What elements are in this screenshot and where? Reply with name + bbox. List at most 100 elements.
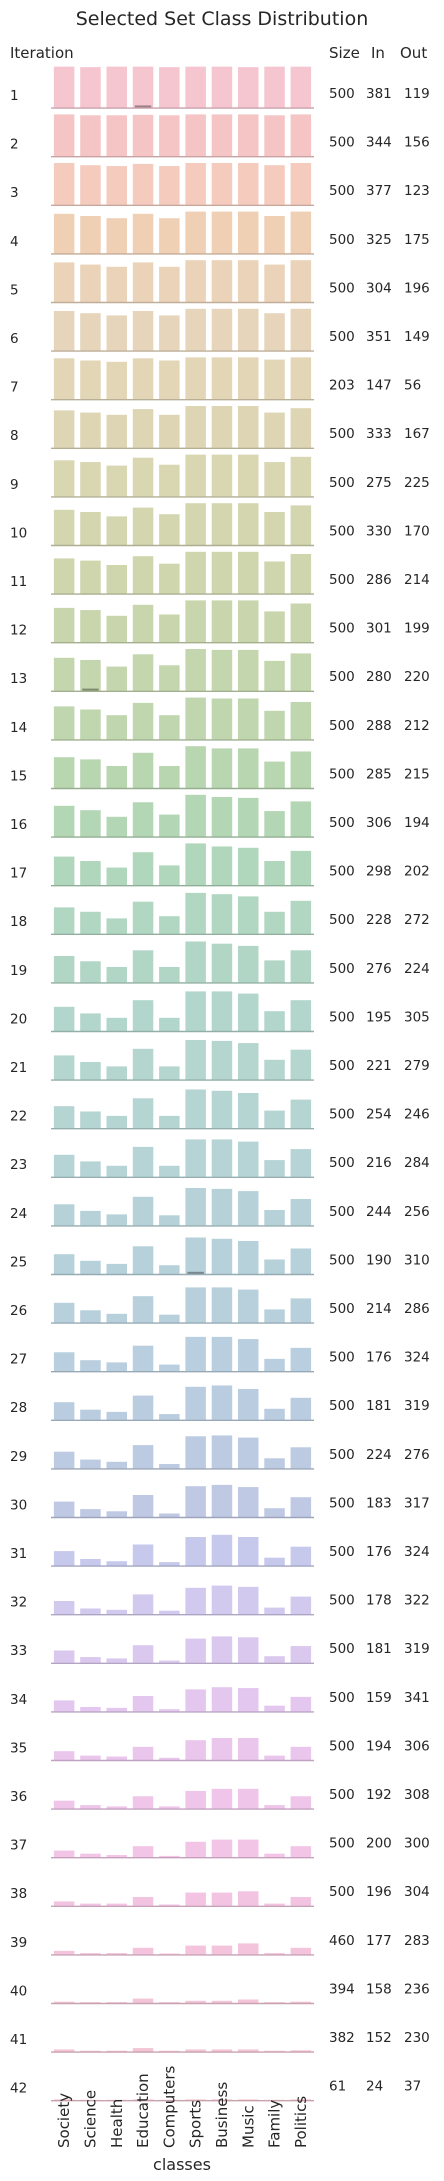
class-bar (211, 163, 233, 205)
class-bar (159, 1562, 180, 1566)
in-value: 192 (366, 1787, 392, 1803)
iteration-label: 16 (10, 817, 27, 833)
iteration-label: 21 (10, 1060, 27, 1076)
class-bar (53, 1850, 75, 1858)
class-bar (159, 1709, 180, 1712)
iteration-row: 9 500 275 225 (10, 454, 430, 498)
class-bar (237, 748, 259, 788)
out-value: 319 (404, 1641, 430, 1657)
size-value: 500 (329, 1107, 355, 1123)
class-bar (290, 505, 312, 545)
class-bar (185, 794, 206, 837)
class-bar (132, 1594, 154, 1615)
in-value: 254 (366, 1107, 392, 1123)
class-bar (264, 561, 285, 594)
class-bar (80, 1161, 101, 1177)
in-value: 181 (366, 1641, 392, 1657)
class-bar (53, 1106, 75, 1129)
class-bar (53, 2001, 75, 2003)
class-bar (80, 961, 101, 983)
class-bar (211, 748, 233, 788)
iteration-label: 39 (10, 1935, 27, 1951)
size-value: 500 (329, 1301, 355, 1317)
class-bar (106, 1903, 127, 1906)
class-bar (237, 1289, 259, 1323)
class-bar (211, 260, 233, 302)
iteration-label: 7 (10, 380, 19, 396)
class-bar (159, 1265, 180, 1274)
class-bar (211, 66, 233, 108)
class-bar (53, 1352, 75, 1372)
class-bar (53, 2049, 75, 2052)
class-bar (106, 2002, 127, 2003)
class-bar (290, 751, 312, 788)
out-value: 317 (404, 1495, 430, 1511)
class-bar (290, 357, 312, 400)
class-bar (132, 507, 154, 545)
class-bar (132, 163, 154, 205)
class-bar (211, 2049, 233, 2052)
class-bar (185, 114, 206, 157)
class-bar (264, 811, 285, 837)
class-bar (237, 1999, 259, 2003)
iteration-row: 29 500 224 276 (10, 1435, 430, 1470)
class-bar (264, 1110, 285, 1129)
class-bar (237, 1738, 259, 1760)
class-bar (132, 1746, 154, 1760)
in-value: 344 (366, 135, 392, 151)
in-class-bar (82, 688, 99, 691)
class-bar (80, 1953, 101, 1955)
class-bar (132, 1947, 154, 1955)
class-bar (80, 2002, 101, 2003)
out-value: 322 (404, 1593, 430, 1609)
class-bar (159, 414, 180, 448)
class-bar (159, 514, 180, 545)
class-bar (53, 213, 75, 254)
class-bar (53, 1700, 75, 1712)
size-value: 500 (329, 1787, 355, 1803)
class-bar (290, 1897, 312, 1906)
class-bar (264, 1557, 285, 1566)
class-bar (185, 2099, 206, 2101)
class-bar (185, 551, 206, 594)
class-bar (185, 746, 206, 788)
class-bar (106, 766, 127, 788)
class-bar (53, 509, 75, 545)
in-value: 351 (366, 329, 392, 345)
iteration-row: 25 500 190 310 (10, 1237, 430, 1276)
category-tick-label: Music (239, 2105, 257, 2148)
class-bar (290, 2050, 312, 2052)
class-bar (106, 266, 127, 302)
class-bar (159, 766, 180, 788)
class-bar (185, 1139, 206, 1177)
in-value: 158 (366, 1981, 392, 1997)
class-bar (53, 1650, 75, 1663)
out-value: 225 (404, 475, 430, 491)
class-bar (106, 1411, 127, 1420)
in-value: 200 (366, 1836, 392, 1852)
class-bar (185, 1287, 206, 1323)
iteration-row: 22 500 254 246 (10, 1089, 430, 1130)
class-bar (132, 1846, 154, 1858)
class-bar (159, 916, 180, 934)
iteration-label: 14 (10, 720, 27, 736)
class-bar (211, 797, 233, 837)
class-bar (290, 1596, 312, 1615)
class-bar (159, 2050, 180, 2052)
iteration-label: 23 (10, 1157, 27, 1173)
in-value: 333 (366, 426, 392, 442)
class-bar (80, 1360, 101, 1372)
iteration-label: 6 (10, 331, 19, 347)
iteration-row: 41 382 152 230 (10, 2030, 430, 2053)
in-value: 244 (366, 1204, 392, 1220)
class-bar (53, 1402, 75, 1420)
class-bar (185, 697, 206, 740)
iteration-label: 3 (10, 185, 19, 201)
out-value: 256 (404, 1204, 430, 1220)
class-bar (53, 163, 75, 205)
iteration-label: 12 (10, 623, 27, 639)
size-value: 500 (329, 669, 355, 685)
iteration-label: 29 (10, 1449, 27, 1465)
size-value: 61 (329, 2079, 346, 2095)
